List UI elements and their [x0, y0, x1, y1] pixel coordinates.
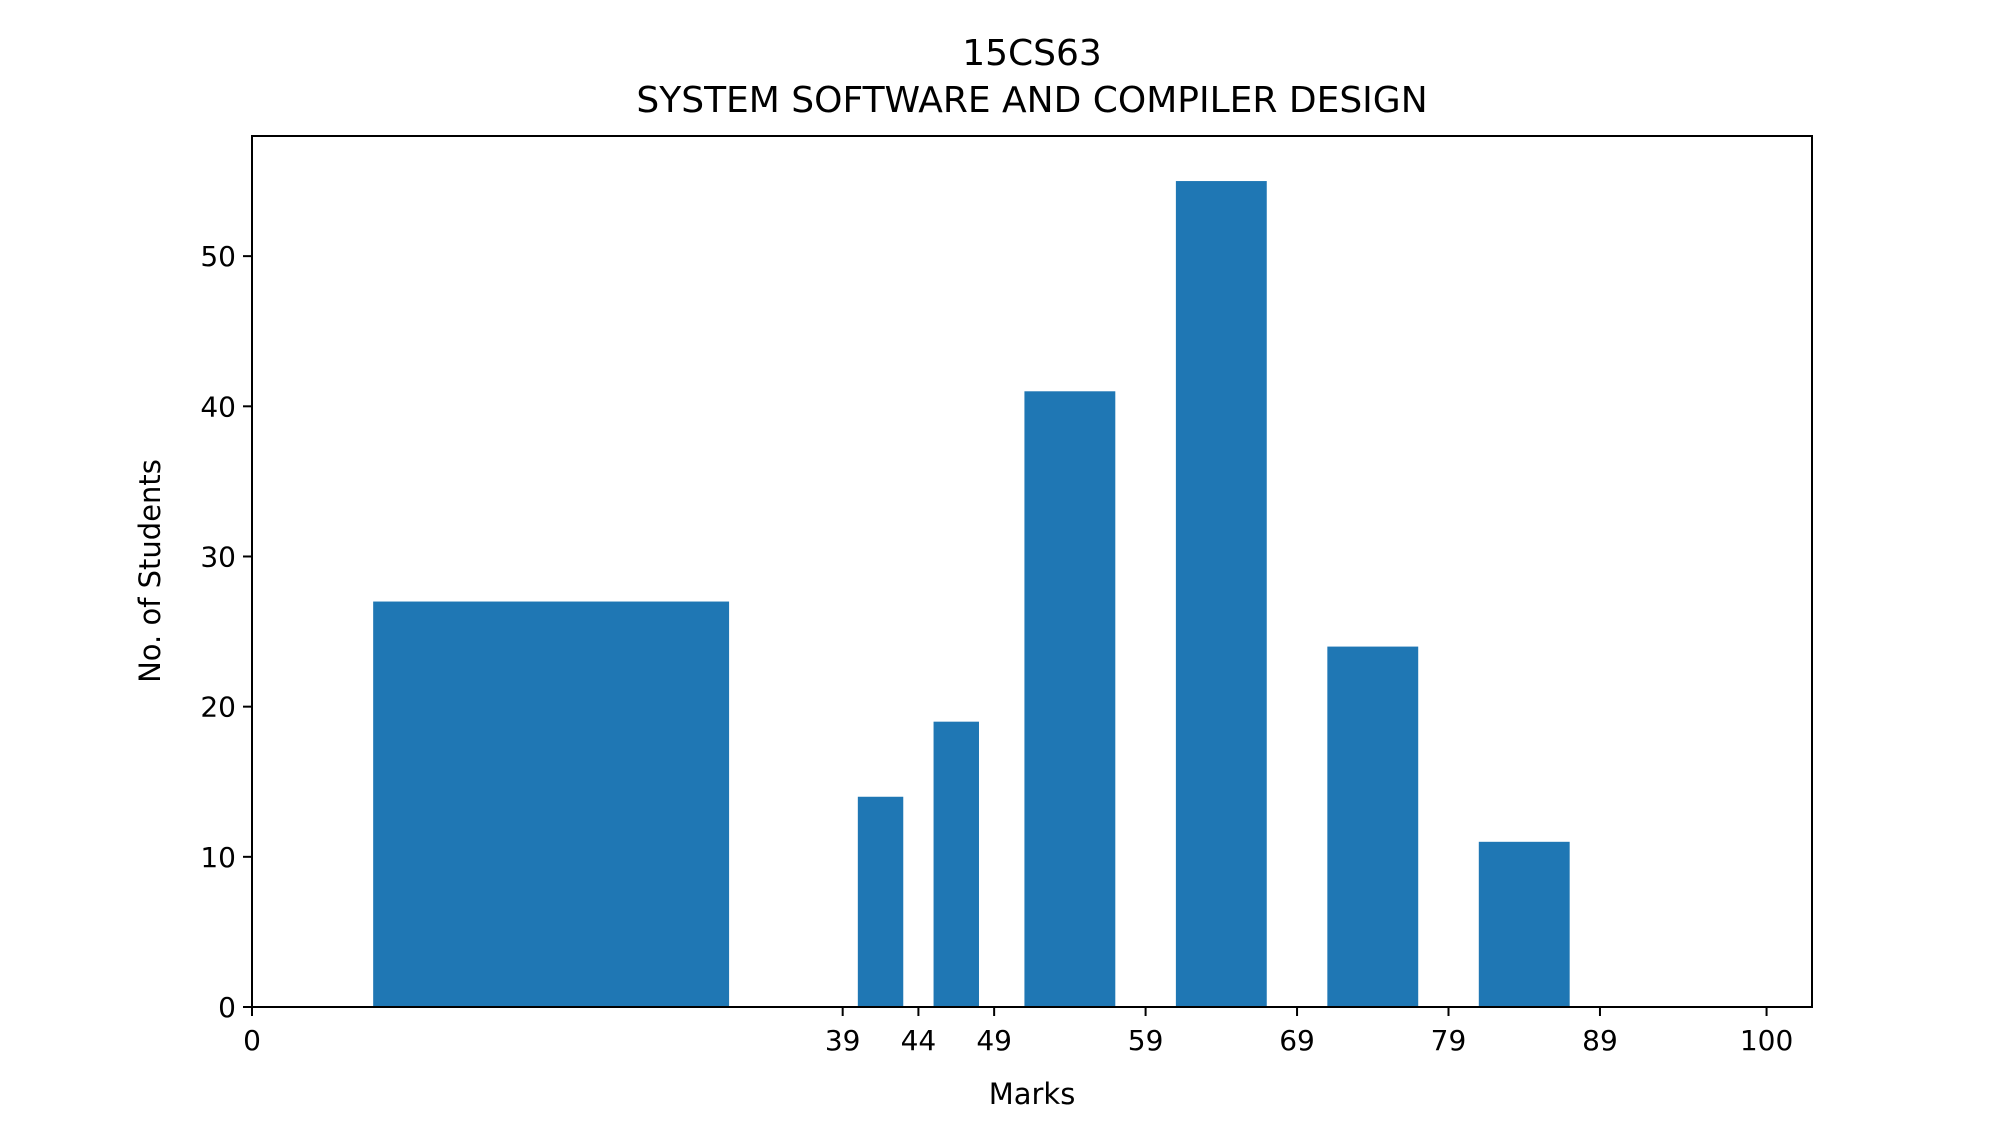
x-tick-label-1: 39	[825, 1024, 861, 1057]
x-tick-label-0: 0	[243, 1024, 261, 1057]
bar-5	[1327, 646, 1419, 1007]
bar-0	[373, 601, 730, 1007]
bar-6	[1478, 841, 1570, 1007]
y-tick-label-4: 40	[200, 390, 236, 423]
y-tick-label-3: 30	[200, 540, 236, 573]
bar-2	[933, 721, 979, 1007]
x-axis-label: Marks	[989, 1077, 1076, 1111]
x-tick-label-5: 69	[1279, 1024, 1315, 1057]
x-tick-label-4: 59	[1128, 1024, 1164, 1057]
y-tick-label-1: 10	[200, 841, 236, 874]
y-axis-label: No. of Students	[133, 459, 167, 683]
x-tick-label-2: 44	[901, 1024, 937, 1057]
x-tick-label-7: 89	[1582, 1024, 1618, 1057]
bars-group	[373, 181, 1570, 1007]
x-axis-ticks: 0 39 44 49 59 69 79 89 100	[243, 1007, 1793, 1057]
chart-subtitle: SYSTEM SOFTWARE AND COMPILER DESIGN	[636, 80, 1427, 121]
y-axis-ticks: 0 10 20 30 40 50	[200, 240, 252, 1024]
plot-frame	[251, 135, 1813, 1008]
chart-title: 15CS63	[962, 33, 1102, 74]
x-tick-label-6: 79	[1431, 1024, 1467, 1057]
bar-4	[1175, 181, 1267, 1007]
bar-1	[857, 796, 904, 1007]
y-tick-label-5: 50	[200, 240, 236, 273]
y-tick-label-0: 0	[218, 991, 236, 1024]
x-tick-label-8: 100	[1740, 1024, 1793, 1057]
bar-3	[1024, 391, 1116, 1007]
x-tick-label-3: 49	[976, 1024, 1012, 1057]
y-tick-label-2: 20	[200, 691, 236, 724]
